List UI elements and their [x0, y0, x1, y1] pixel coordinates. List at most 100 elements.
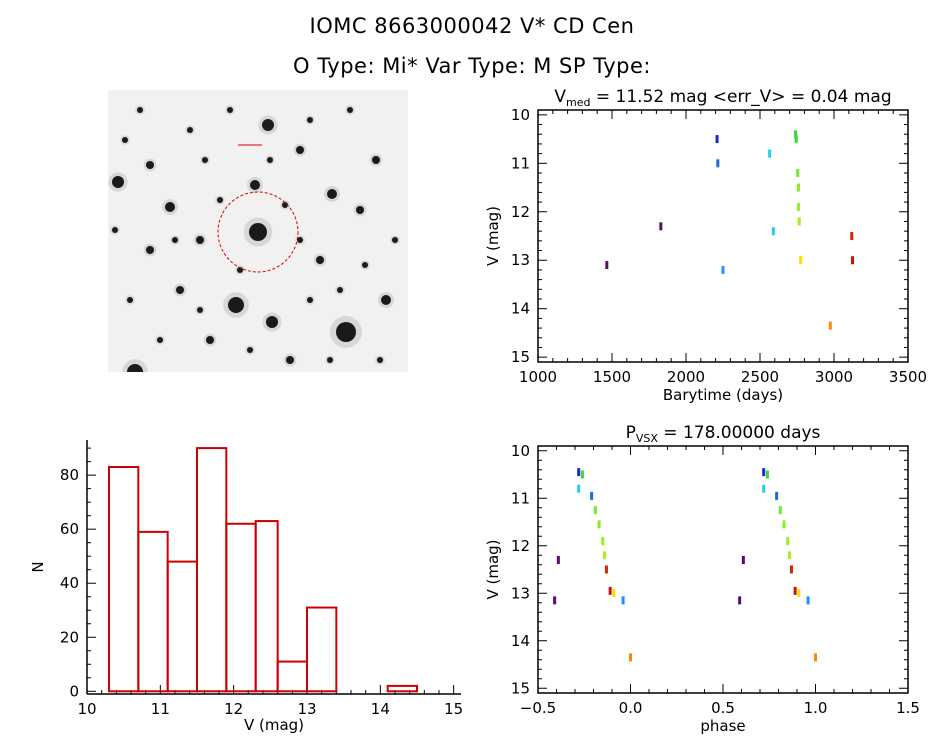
phase-plot-point — [601, 537, 605, 545]
light-curve-ytick-label: 13 — [511, 251, 530, 269]
light-curve-point — [828, 321, 832, 330]
phase-plot-point — [778, 506, 782, 515]
finder-star — [237, 267, 243, 273]
finder-star — [157, 337, 163, 343]
light-curve-point — [659, 222, 663, 231]
finder-star — [266, 316, 278, 328]
phase-plot-point — [604, 565, 608, 574]
finder-star — [336, 322, 356, 342]
phase-plot-point — [580, 470, 584, 479]
phase-plot-point — [577, 484, 581, 493]
finder-star — [381, 295, 391, 305]
phase-plot-point — [782, 520, 786, 529]
light-curve-title: Vmed = 11.52 mag <err_V> = 0.04 mag — [554, 87, 891, 109]
finder-star — [122, 137, 128, 143]
light-curve-ytick-label: 12 — [511, 203, 530, 221]
light-curve-point — [716, 159, 720, 168]
phase-plot-point — [797, 589, 801, 598]
light-curve-xtick-label: 2000 — [667, 368, 705, 386]
histogram-ytick-label: 20 — [60, 628, 79, 646]
chart-title: IOMC 8663000042 V* CD Cen — [309, 14, 635, 38]
light-curve-point — [796, 202, 800, 211]
light-curve-frame — [537, 109, 909, 363]
phase-plot-point — [788, 551, 792, 560]
phase-plot-point — [629, 653, 632, 662]
light-curve-xtick-label: 3000 — [815, 368, 853, 386]
light-curve-panel: 1000 1500 2000 2500 3000 3500 10 11 12 13 14 15 Bary… — [484, 87, 927, 404]
histogram-xtick-label: 11 — [151, 700, 170, 718]
light-curve-point — [715, 135, 719, 144]
finder-star — [297, 237, 303, 243]
finder-star — [137, 107, 143, 113]
phase-plot-point — [577, 468, 581, 477]
light-curve-point — [768, 149, 772, 158]
finder-star — [247, 347, 253, 353]
phase-plot-point — [789, 565, 793, 574]
light-curve-ytick-label: 11 — [511, 154, 530, 172]
phase-plot-panel: −0.5 0.0 0.5 1.0 1.5 10 11 12 13 14 15 phase V (mag)… — [484, 423, 920, 735]
histogram-panel: 10 11 12 13 14 15 0 20 40 60 80 V (mag) N — [29, 440, 463, 734]
light-curve-point — [605, 261, 609, 270]
histogram-ytick-label: 40 — [60, 574, 79, 592]
phase-plot-point — [814, 653, 817, 662]
phase-plot-xlabel: phase — [700, 717, 745, 735]
phase-plot-point — [553, 596, 557, 605]
light-curve-point — [796, 183, 800, 192]
finder-star — [227, 107, 233, 113]
finder-star — [316, 256, 324, 264]
light-curve-xtick-label: 3500 — [889, 368, 927, 386]
finder-star — [392, 237, 398, 243]
phase-plot-ytick-label: 10 — [511, 442, 530, 460]
phase-plot-point — [608, 586, 612, 595]
light-curve-point — [796, 169, 800, 177]
phase-plot-point — [612, 589, 616, 598]
finder-star — [307, 117, 313, 123]
finder-star — [112, 227, 118, 233]
phase-plot-ytick-label: 13 — [511, 584, 530, 602]
histogram-ytick-label: 80 — [60, 466, 79, 484]
phase-plot-ylabel: V (mag) — [484, 539, 502, 599]
finder-star — [112, 176, 124, 188]
finder-star — [372, 156, 380, 164]
finder-star — [267, 157, 273, 163]
phase-plot-point — [741, 556, 745, 564]
light-curve-xtick-label: 2500 — [741, 368, 779, 386]
phase-plot-point — [806, 596, 810, 605]
light-curve-ylabel: V (mag) — [484, 206, 502, 266]
finder-star — [228, 297, 244, 313]
phase-plot-point — [786, 537, 790, 545]
finder-star — [347, 107, 353, 113]
finder-star — [172, 237, 178, 243]
phase-plot-point — [590, 491, 594, 500]
light-curve-xtick-label: 1000 — [519, 368, 557, 386]
histogram-ylabel: N — [29, 561, 47, 572]
phase-plot-xtick-label: 1.5 — [896, 699, 920, 717]
finder-star — [337, 287, 343, 293]
chart-subtitle: O Type: Mi* Var Type: M SP Type: — [293, 54, 651, 78]
finder-star — [146, 246, 154, 254]
phase-plot-point — [597, 520, 601, 529]
phase-plot-xtick-label: −0.5 — [520, 699, 556, 717]
finder-image — [108, 90, 408, 372]
histogram-bar — [108, 466, 140, 693]
finder-star — [286, 356, 294, 364]
light-curve-point — [721, 265, 725, 274]
phase-plot-point — [556, 556, 560, 564]
histogram-xtick-label: 15 — [444, 700, 463, 718]
histogram-xtick-label: 13 — [297, 700, 316, 718]
phase-plot-xtick-label: 0.5 — [711, 699, 735, 717]
finder-star — [356, 206, 364, 214]
histogram-bar — [306, 606, 338, 693]
phase-plot-xtick-label: 1.0 — [804, 699, 828, 717]
histogram-xtick-label: 12 — [224, 700, 243, 718]
finder-star — [307, 297, 313, 303]
light-curve-point — [851, 256, 854, 265]
finder-star — [250, 180, 260, 190]
finder-star — [327, 357, 333, 363]
histogram-ytick-label: 60 — [60, 520, 79, 538]
phase-plot-point — [775, 491, 779, 500]
finder-star — [176, 286, 184, 294]
phase-plot-ytick-label: 15 — [511, 679, 530, 697]
finder-star — [196, 236, 204, 244]
